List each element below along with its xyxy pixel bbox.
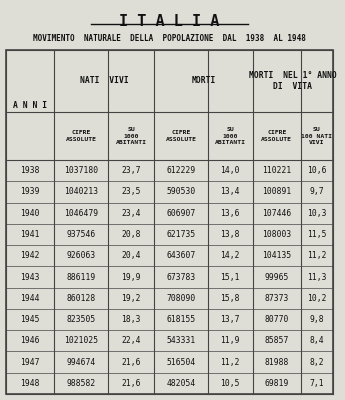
Text: 10,5: 10,5	[220, 379, 240, 388]
Text: I T A L I A: I T A L I A	[119, 14, 219, 29]
Text: 21,6: 21,6	[121, 379, 141, 388]
Text: 14,0: 14,0	[220, 166, 240, 175]
Text: 482054: 482054	[166, 379, 196, 388]
Text: 18,3: 18,3	[121, 315, 141, 324]
Text: 21,6: 21,6	[121, 358, 141, 367]
Text: 81988: 81988	[265, 358, 289, 367]
Text: 606907: 606907	[166, 209, 196, 218]
Text: 23,7: 23,7	[121, 166, 141, 175]
Text: 100891: 100891	[262, 188, 292, 196]
Text: 673783: 673783	[166, 272, 196, 282]
Text: NATI  VIVI: NATI VIVI	[80, 76, 129, 86]
Text: 1046479: 1046479	[64, 209, 98, 218]
Text: SU
1000
ABITANTI: SU 1000 ABITANTI	[116, 127, 147, 145]
Text: 1941: 1941	[20, 230, 40, 239]
Text: SU
1000
ABITANTI: SU 1000 ABITANTI	[215, 127, 246, 145]
Text: 1040213: 1040213	[64, 188, 98, 196]
Text: 590530: 590530	[166, 188, 196, 196]
Text: 1938: 1938	[20, 166, 40, 175]
Text: 99965: 99965	[265, 272, 289, 282]
Text: 22,4: 22,4	[121, 336, 141, 345]
Text: CIFRE
ASSOLUTE: CIFRE ASSOLUTE	[166, 130, 196, 142]
Text: 1946: 1946	[20, 336, 40, 345]
Text: 618155: 618155	[166, 315, 196, 324]
Text: 1947: 1947	[20, 358, 40, 367]
Text: 621735: 621735	[166, 230, 196, 239]
Text: 1940: 1940	[20, 209, 40, 218]
Text: 110221: 110221	[262, 166, 292, 175]
Text: A N N I: A N N I	[13, 100, 47, 110]
Text: 643607: 643607	[166, 251, 196, 260]
Text: 823505: 823505	[66, 315, 96, 324]
Text: 1945: 1945	[20, 315, 40, 324]
Text: 15,8: 15,8	[220, 294, 240, 303]
Text: 1944: 1944	[20, 294, 40, 303]
Text: 13,7: 13,7	[220, 315, 240, 324]
Text: 516504: 516504	[166, 358, 196, 367]
Text: 11,2: 11,2	[307, 251, 326, 260]
Text: 9,8: 9,8	[309, 315, 324, 324]
Text: 926063: 926063	[66, 251, 96, 260]
Text: 1948: 1948	[20, 379, 40, 388]
Text: 13,6: 13,6	[220, 209, 240, 218]
Text: 13,8: 13,8	[220, 230, 240, 239]
Text: 13,4: 13,4	[220, 188, 240, 196]
Text: 9,7: 9,7	[309, 188, 324, 196]
Text: 23,4: 23,4	[121, 209, 141, 218]
Text: 108003: 108003	[262, 230, 292, 239]
Text: 85857: 85857	[265, 336, 289, 345]
Text: 23,5: 23,5	[121, 188, 141, 196]
Text: CIFRE
ASSOLUTE: CIFRE ASSOLUTE	[66, 130, 97, 142]
Text: 994674: 994674	[66, 358, 96, 367]
Bar	[6, 50, 333, 394]
Text: 14,2: 14,2	[220, 251, 240, 260]
Text: 10,2: 10,2	[307, 294, 326, 303]
Text: 7,1: 7,1	[309, 379, 324, 388]
Text: 20,4: 20,4	[121, 251, 141, 260]
Text: 11,9: 11,9	[220, 336, 240, 345]
Text: 1942: 1942	[20, 251, 40, 260]
Text: 19,2: 19,2	[121, 294, 141, 303]
Text: 886119: 886119	[66, 272, 96, 282]
Text: 1943: 1943	[20, 272, 40, 282]
Text: 11,5: 11,5	[307, 230, 326, 239]
Text: 11,3: 11,3	[307, 272, 326, 282]
Text: MORTI  NEL 1° ANNO
DI  VITA: MORTI NEL 1° ANNO DI VITA	[249, 70, 336, 91]
Text: 15,1: 15,1	[220, 272, 240, 282]
Text: 988582: 988582	[66, 379, 96, 388]
Text: 104135: 104135	[262, 251, 292, 260]
Text: 1939: 1939	[20, 188, 40, 196]
Text: 612229: 612229	[166, 166, 196, 175]
Text: 8,4: 8,4	[309, 336, 324, 345]
Text: 543331: 543331	[166, 336, 196, 345]
Text: 8,2: 8,2	[309, 358, 324, 367]
Text: 87373: 87373	[265, 294, 289, 303]
Text: 69819: 69819	[265, 379, 289, 388]
Text: 10,6: 10,6	[307, 166, 326, 175]
Text: MOVIMENTO  NATURALE  DELLA  POPOLAZIONE  DAL  1938  AL 1948: MOVIMENTO NATURALE DELLA POPOLAZIONE DAL…	[33, 34, 306, 43]
Text: 80770: 80770	[265, 315, 289, 324]
Text: 1021025: 1021025	[64, 336, 98, 345]
Text: 11,2: 11,2	[220, 358, 240, 367]
Text: 20,8: 20,8	[121, 230, 141, 239]
Text: 19,9: 19,9	[121, 272, 141, 282]
Text: 107446: 107446	[262, 209, 292, 218]
Text: SU
100 NATI
VIVI: SU 100 NATI VIVI	[301, 127, 332, 145]
Text: 708090: 708090	[166, 294, 196, 303]
Text: MORTI: MORTI	[191, 76, 216, 86]
Text: 937546: 937546	[66, 230, 96, 239]
Text: 10,3: 10,3	[307, 209, 326, 218]
Text: 860128: 860128	[66, 294, 96, 303]
Text: CIFRE
ASSOLUTE: CIFRE ASSOLUTE	[261, 130, 292, 142]
Text: 1037180: 1037180	[64, 166, 98, 175]
